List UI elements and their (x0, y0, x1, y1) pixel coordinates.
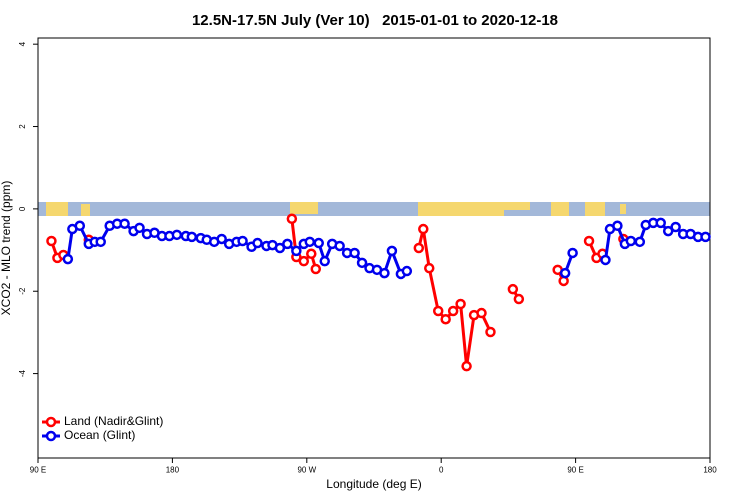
data-point (485, 326, 496, 338)
legend-marker (45, 430, 57, 442)
data-point (306, 248, 317, 260)
y-tick-label: 0 (18, 206, 27, 211)
data-point (401, 265, 413, 277)
x-tick-label: 90 W (297, 466, 316, 475)
plot-frame (37, 37, 711, 459)
data-point (670, 221, 681, 233)
data-point (282, 238, 293, 250)
data-point (432, 305, 444, 317)
data-point (424, 262, 435, 274)
legend: Land (Nadir&Glint)Ocean (Glint) (42, 414, 163, 442)
y-tick-label: 4 (18, 41, 27, 46)
data-point (461, 360, 472, 372)
x-tick-label: 90 E (30, 466, 46, 475)
data-point (413, 242, 425, 254)
data-point (625, 235, 637, 247)
data-point (334, 240, 345, 252)
legend-label: Ocean (Glint) (64, 428, 135, 442)
land-ocean-strip (38, 202, 710, 216)
data-point (291, 245, 302, 257)
data-point (119, 218, 130, 229)
data-point (274, 242, 286, 254)
x-axis-label: Longitude (deg E) (326, 477, 421, 491)
data-point (252, 237, 263, 249)
data-point (298, 255, 310, 267)
data-point (313, 237, 324, 249)
data-point (655, 217, 666, 229)
data-point (74, 220, 86, 232)
data-point (386, 245, 398, 257)
data-point (418, 223, 429, 235)
y-tick-label: -2 (18, 287, 27, 295)
data-point (237, 235, 248, 247)
y-axis-label: XCO2 - MLO trend (ppm) (0, 181, 13, 316)
data-point (304, 236, 316, 248)
data-point (62, 253, 74, 265)
data-point (134, 222, 145, 234)
data-point (700, 231, 711, 243)
data-point (559, 267, 571, 279)
chart-title: 12.5N-17.5N July (Ver 10) 2015-01-01 to … (192, 12, 558, 29)
data-point (440, 313, 451, 325)
data-point (612, 220, 623, 232)
x-tick-label: 90 E (567, 466, 583, 475)
data-point (583, 235, 595, 247)
data-point (447, 305, 459, 317)
data-point (310, 263, 322, 275)
x-tick-label: 180 (703, 466, 717, 475)
y-tick-label: -4 (18, 369, 27, 377)
data-point (634, 236, 646, 248)
legend-marker (45, 416, 57, 428)
data-point (286, 213, 298, 225)
data-point (46, 235, 57, 247)
data-point (379, 267, 390, 279)
data-point (319, 255, 330, 267)
y-tick-label: 2 (18, 124, 27, 129)
data-point (507, 283, 519, 295)
data-point (186, 231, 198, 243)
x-tick-label: 180 (166, 466, 180, 475)
data-point (95, 236, 106, 248)
data-point (216, 233, 227, 245)
data-point (662, 225, 674, 237)
data-point (356, 257, 368, 269)
data-point (349, 247, 360, 259)
legend-label: Land (Nadir&Glint) (64, 414, 163, 428)
data-point (567, 247, 578, 259)
data-point (513, 293, 525, 305)
data-point (476, 307, 487, 319)
data-point (600, 254, 611, 266)
data-point (455, 298, 466, 310)
x-tick-label: 0 (439, 466, 444, 475)
data-point (171, 229, 183, 241)
